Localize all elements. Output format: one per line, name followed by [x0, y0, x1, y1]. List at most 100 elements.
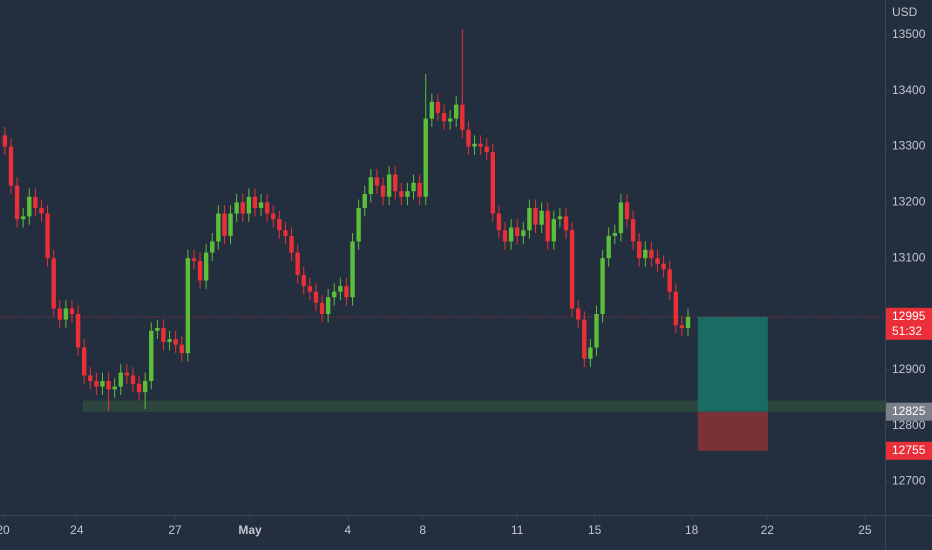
candle-body	[417, 182, 422, 197]
candle-body	[521, 230, 526, 236]
x-tick-label: 22	[761, 523, 775, 537]
candle-body	[124, 372, 130, 376]
candle-body	[167, 339, 172, 342]
x-tick-label: 15	[588, 523, 602, 537]
candle-body	[216, 213, 221, 242]
y-tick-label: 13100	[892, 250, 926, 264]
candle-body	[271, 213, 276, 220]
candle-body	[679, 325, 685, 328]
candle-body	[569, 230, 575, 309]
x-tick-label: 25	[858, 523, 872, 537]
y-tick-label: 13300	[892, 139, 926, 153]
x-tick-label: May	[238, 523, 262, 537]
candle-body	[295, 252, 300, 275]
candle-body	[411, 182, 416, 192]
candle-body	[319, 302, 325, 315]
candle-body	[582, 319, 587, 359]
candle-body	[368, 177, 374, 194]
position-profit	[697, 316, 768, 412]
candle-body	[594, 314, 599, 348]
candle-body	[252, 196, 258, 208]
candle-body	[264, 202, 270, 214]
candle-body	[454, 104, 459, 119]
candle-body	[673, 291, 678, 326]
candle-body	[423, 118, 428, 197]
candle-body	[112, 386, 117, 390]
y-tick-label: 12900	[892, 362, 926, 376]
candle-body	[222, 213, 227, 236]
candle-body	[149, 330, 154, 382]
candle-body	[441, 113, 447, 122]
candle-body	[466, 129, 471, 147]
candle-body	[118, 372, 123, 387]
candle-body	[106, 381, 111, 390]
candle-body	[405, 191, 410, 197]
candle-body	[661, 263, 666, 270]
candle-body	[600, 258, 605, 315]
y-tick-label: 13200	[892, 195, 926, 209]
candle-body	[612, 233, 618, 236]
stop-price-tag-bg	[886, 441, 932, 460]
y-tick-label: 12800	[892, 418, 926, 432]
candle-body	[338, 286, 343, 292]
candle-body	[14, 185, 20, 220]
candle-body	[649, 249, 654, 259]
candle-body	[246, 196, 252, 214]
candle-body	[210, 241, 215, 253]
entry-price-tag: 12825	[892, 404, 926, 418]
candle-body	[45, 213, 50, 259]
candle-body	[191, 258, 197, 261]
candle-body	[356, 207, 361, 242]
x-tick-label: 8	[419, 523, 426, 537]
candle-body	[606, 235, 611, 259]
candle-body	[197, 260, 203, 281]
candle-body	[325, 297, 331, 315]
last-price-tag-bg	[886, 307, 932, 340]
candle-body	[63, 308, 69, 320]
candle-body	[527, 207, 532, 231]
candle-body	[2, 135, 8, 147]
candle-body	[179, 344, 184, 354]
entry-price-tag-bg	[886, 402, 932, 421]
candle-body	[551, 219, 557, 242]
candle-body	[283, 230, 288, 236]
candle-body	[136, 383, 142, 393]
candle-body	[185, 258, 191, 354]
candle-body	[533, 207, 538, 225]
candle-body	[240, 202, 245, 214]
candle-body	[258, 202, 264, 208]
candle-body	[344, 286, 349, 298]
x-tick-label: 24	[70, 523, 84, 537]
candle-body	[39, 207, 44, 214]
y-tick-label: 12700	[892, 474, 926, 488]
candle-body	[393, 174, 398, 192]
candle-body	[301, 274, 306, 287]
candle-body	[362, 193, 367, 208]
candle-body	[435, 101, 441, 114]
candle-body	[88, 375, 93, 382]
candle-body	[576, 308, 581, 320]
x-tick-label: 18	[685, 523, 699, 537]
stop-price-tag: 12755	[892, 443, 926, 457]
x-tick-label: 20	[0, 523, 10, 537]
candle-body	[130, 375, 136, 384]
candle-body	[478, 143, 483, 147]
candle-body	[332, 291, 337, 298]
candle-body	[8, 146, 14, 186]
candle-body	[643, 249, 648, 259]
candle-body	[81, 347, 87, 376]
candle-body	[484, 146, 489, 153]
candle-body	[472, 143, 477, 147]
candle-body	[508, 227, 514, 242]
candle-body	[557, 216, 563, 220]
last-price-tag: 12995	[892, 309, 926, 323]
candle-body	[203, 252, 209, 281]
candle-body	[350, 241, 355, 298]
candle-body	[496, 213, 502, 231]
candle-body	[588, 347, 593, 359]
candle-body	[173, 339, 178, 345]
candle-body	[545, 210, 550, 242]
position-loss	[697, 411, 768, 451]
candle-body	[563, 216, 569, 231]
